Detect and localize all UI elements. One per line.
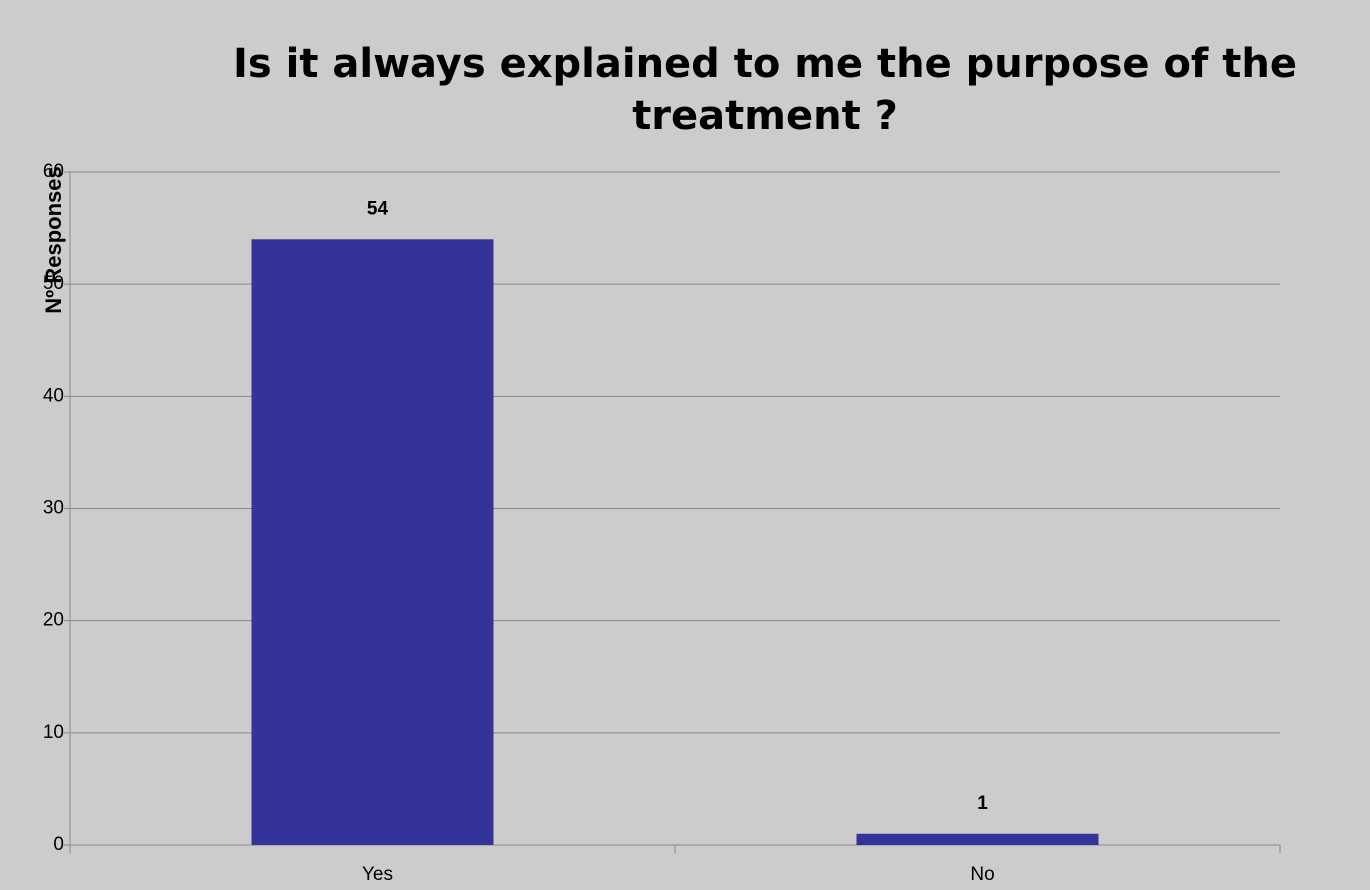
y-tick-label: 20: [43, 610, 64, 631]
y-tick-label: 60: [43, 161, 64, 182]
data-label: 1: [977, 793, 988, 814]
chart-title: Is it always explained to me the purpose…: [232, 41, 1297, 139]
x-tick-label: No: [970, 864, 994, 885]
x-tick-label: Yes: [362, 864, 393, 885]
y-axis-label: Nº Responses: [41, 166, 66, 313]
bar: [856, 833, 1099, 845]
bar: [251, 239, 494, 846]
y-tick-label: 40: [43, 385, 64, 406]
y-tick-label: 30: [43, 498, 64, 519]
data-label: 54: [367, 198, 389, 219]
y-tick-label: 50: [43, 273, 64, 294]
y-tick-label: 10: [43, 722, 64, 743]
y-tick-label: 0: [53, 834, 64, 855]
